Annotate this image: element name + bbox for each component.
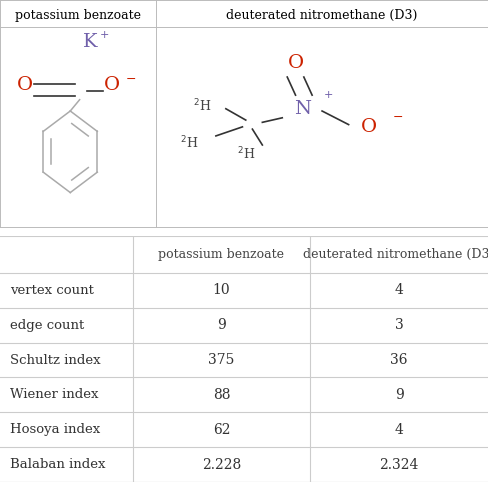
Text: Balaban index: Balaban index bbox=[10, 458, 105, 471]
Text: −: − bbox=[126, 73, 137, 86]
Text: Wiener index: Wiener index bbox=[10, 388, 99, 402]
Text: potassium benzoate: potassium benzoate bbox=[159, 248, 285, 261]
Text: O: O bbox=[17, 76, 33, 94]
Text: 4: 4 bbox=[395, 423, 404, 437]
Text: deuterated nitromethane (D3): deuterated nitromethane (D3) bbox=[304, 248, 488, 261]
Text: O: O bbox=[287, 54, 304, 72]
Text: vertex count: vertex count bbox=[10, 284, 94, 297]
Text: 9: 9 bbox=[395, 388, 404, 402]
Text: 2.324: 2.324 bbox=[379, 457, 419, 471]
Text: 36: 36 bbox=[390, 353, 408, 367]
Text: $^2$H: $^2$H bbox=[193, 98, 212, 115]
Text: N: N bbox=[294, 100, 311, 118]
Text: O: O bbox=[361, 118, 377, 136]
Text: +: + bbox=[324, 90, 333, 100]
Text: deuterated nitromethane (D3): deuterated nitromethane (D3) bbox=[226, 9, 418, 22]
Text: 375: 375 bbox=[208, 353, 235, 367]
Text: 10: 10 bbox=[213, 283, 230, 297]
Text: $^2$H: $^2$H bbox=[180, 134, 199, 151]
Text: Schultz index: Schultz index bbox=[10, 354, 101, 366]
Text: edge count: edge count bbox=[10, 319, 84, 332]
Text: O: O bbox=[104, 76, 121, 94]
Text: 88: 88 bbox=[213, 388, 230, 402]
Text: 9: 9 bbox=[217, 318, 226, 332]
Text: Hosoya index: Hosoya index bbox=[10, 423, 100, 436]
Text: 62: 62 bbox=[213, 423, 230, 437]
Text: 2.228: 2.228 bbox=[202, 457, 241, 471]
Text: 3: 3 bbox=[395, 318, 404, 332]
Text: K: K bbox=[83, 33, 98, 51]
Text: 4: 4 bbox=[395, 283, 404, 297]
Text: $^2$H: $^2$H bbox=[237, 146, 255, 162]
Text: −: − bbox=[393, 111, 404, 124]
Text: potassium benzoate: potassium benzoate bbox=[15, 9, 141, 22]
Text: +: + bbox=[100, 30, 109, 40]
